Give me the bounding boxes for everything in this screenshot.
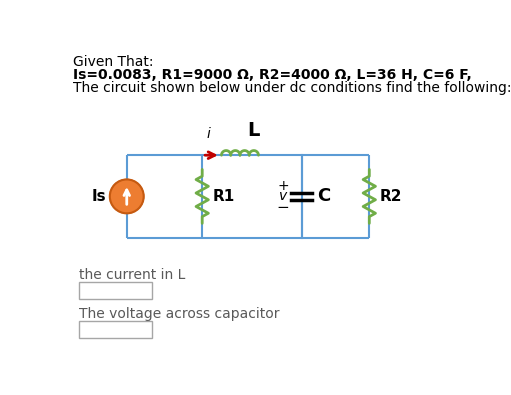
Text: Is: Is xyxy=(92,189,107,204)
Circle shape xyxy=(110,179,144,213)
FancyBboxPatch shape xyxy=(79,321,152,338)
Text: −: − xyxy=(276,200,289,214)
Text: The circuit shown below under dc conditions find the following:: The circuit shown below under dc conditi… xyxy=(73,81,511,95)
Text: the current in L: the current in L xyxy=(79,268,185,282)
FancyBboxPatch shape xyxy=(79,282,152,299)
Text: v: v xyxy=(280,189,288,203)
Text: L: L xyxy=(248,121,260,140)
Text: R2: R2 xyxy=(379,189,402,204)
Text: Is=0.0083, R1=9000 Ω, R2=4000 Ω, L=36 H, C=6 F,: Is=0.0083, R1=9000 Ω, R2=4000 Ω, L=36 H,… xyxy=(73,68,472,82)
Text: R1: R1 xyxy=(213,189,235,204)
Text: +: + xyxy=(277,179,289,193)
Text: The voltage across capacitor: The voltage across capacitor xyxy=(79,307,280,321)
Text: i: i xyxy=(207,127,211,141)
Text: Given That:: Given That: xyxy=(73,55,153,69)
Text: C: C xyxy=(317,187,330,205)
